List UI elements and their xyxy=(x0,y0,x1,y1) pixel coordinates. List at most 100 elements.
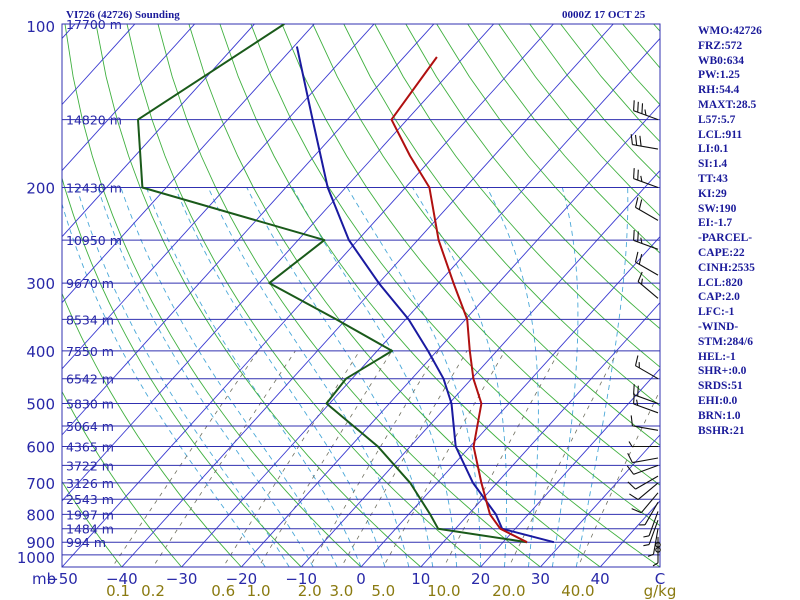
mixing-ratio-tick-label: 5.0 xyxy=(371,582,395,600)
pressure-unit-label: mb xyxy=(32,570,56,588)
wind-barb xyxy=(647,528,659,557)
index-line: HEL:-1 xyxy=(698,350,736,363)
index-line: KI:29 xyxy=(698,187,727,200)
height-label: 1997 m xyxy=(66,507,114,522)
isotherm-line xyxy=(62,24,136,106)
mixing-ratio-tick-label: 0.2 xyxy=(141,582,165,600)
temperature-tick-label: −20 xyxy=(226,570,258,588)
index-line: RH:54.4 xyxy=(698,84,740,97)
wind-barb xyxy=(628,441,658,448)
temperature-tick-label: 20 xyxy=(471,570,490,588)
height-label: 4365 m xyxy=(66,440,114,455)
moist-adiabat-line xyxy=(292,187,458,567)
isotherm-line xyxy=(62,24,315,304)
index-line: LCL:820 xyxy=(698,276,743,289)
dry-adiabat-line xyxy=(436,24,660,292)
isotherm-line xyxy=(62,24,256,238)
wind-barb xyxy=(633,229,659,250)
pressure-tick-label: 800 xyxy=(26,506,55,524)
index-line: TT:43 xyxy=(698,172,728,185)
mixing-ratio-line xyxy=(258,350,393,567)
mixing-ratio-line xyxy=(340,350,468,567)
height-label: 5830 m xyxy=(66,397,114,412)
index-line: LFC:-1 xyxy=(698,306,735,319)
mixing-ratio-tick-label: 20.0 xyxy=(492,582,525,600)
index-line: WMO:42726 xyxy=(698,25,762,37)
dry-adiabat-line xyxy=(250,24,660,527)
isotherm-line xyxy=(62,24,555,567)
pressure-tick-label: 700 xyxy=(26,475,55,493)
temperature-tick-label: 10 xyxy=(411,570,430,588)
pressure-tick-label: 500 xyxy=(26,396,55,414)
index-line: FRZ:572 xyxy=(698,39,743,52)
mixing-ratio-tick-label: 0.6 xyxy=(211,582,235,600)
dry-adiabat-line xyxy=(62,292,243,567)
dry-adiabat-line xyxy=(126,24,482,567)
index-line: -WIND- xyxy=(698,320,739,333)
wind-barb xyxy=(631,492,659,514)
pressure-tick-label: 200 xyxy=(26,180,55,198)
pressure-tick-label: 100 xyxy=(26,18,55,36)
plot-border xyxy=(61,23,661,568)
height-label: 8534 m xyxy=(66,312,114,327)
mixing-ratio-line xyxy=(577,389,660,567)
height-label: 3126 m xyxy=(66,476,114,491)
indices-panel: WMO:42726 FRZ:572 WB0:634 PW:1.25 RH:54.… xyxy=(698,24,798,438)
pressure-tick-label: 900 xyxy=(26,534,55,552)
mixing-ratio-tick-label: 2.0 xyxy=(298,582,322,600)
index-line: SRDS:51 xyxy=(698,380,743,393)
dry-adiabat-line xyxy=(157,24,542,567)
isotherm-line xyxy=(480,368,660,567)
dewpoint-line xyxy=(137,24,528,544)
isobars xyxy=(61,23,661,568)
height-labels: 17700 m 14820 m 12430 m 10950 m 9670 m 8534 m… xyxy=(66,17,122,550)
height-label: 3722 m xyxy=(66,458,114,473)
mixing-ratio-line xyxy=(152,350,296,567)
isotherms xyxy=(62,24,660,567)
mixing-ratio-lines xyxy=(111,350,660,567)
height-label: 7550 m xyxy=(66,344,114,359)
wind-barb xyxy=(637,271,659,299)
wind-barb xyxy=(643,511,659,538)
wind-barb xyxy=(626,464,659,475)
profiles xyxy=(137,24,555,544)
index-line: BSHR:21 xyxy=(698,424,745,437)
isotherm-line xyxy=(62,24,495,502)
index-line: CINH:2535 xyxy=(698,261,755,274)
height-label: 994 m xyxy=(66,535,106,550)
index-line: LCL:911 xyxy=(698,128,743,141)
temperature-tick-label: 0 xyxy=(356,570,366,588)
moist-adiabat-line xyxy=(551,187,579,567)
height-label: 5064 m xyxy=(66,419,114,434)
wind-barb xyxy=(655,547,661,553)
mixing-ratio-tick-label: g/kg xyxy=(644,582,677,600)
wind-barb xyxy=(627,452,659,464)
wind-barb xyxy=(633,168,659,189)
moist-adiabat-line xyxy=(145,187,362,567)
temperature-tick-label: C xyxy=(655,570,665,588)
index-line: STM:284/6 xyxy=(698,335,753,348)
station-title: VI726 (42726) Sounding xyxy=(66,9,180,21)
height-label: 10950 m xyxy=(66,233,122,248)
index-line: SI:1.4 xyxy=(698,158,728,171)
dry-adiabat-line xyxy=(343,24,660,407)
temperature-line xyxy=(390,56,528,544)
temperature-tick-label: −50 xyxy=(46,570,78,588)
wind-barb xyxy=(627,475,659,490)
pressure-tick-label: 300 xyxy=(26,275,55,293)
pressure-tick-label: 400 xyxy=(26,343,55,361)
isotherm-line xyxy=(62,24,196,172)
pressure-tick-label: 600 xyxy=(26,439,55,457)
wind-barb xyxy=(633,100,659,121)
height-label: 6542 m xyxy=(66,372,114,387)
isotherm-line xyxy=(539,434,660,567)
parcel-line xyxy=(295,46,555,544)
moist-adiabat-line xyxy=(120,187,338,567)
dry-adiabat-line xyxy=(405,24,660,330)
wind-barbs xyxy=(626,100,661,567)
wind-barb xyxy=(634,355,659,380)
moist-adiabat-line xyxy=(486,187,539,567)
wind-barb xyxy=(634,197,659,221)
pressure-tick-label: 1000 xyxy=(17,549,55,567)
